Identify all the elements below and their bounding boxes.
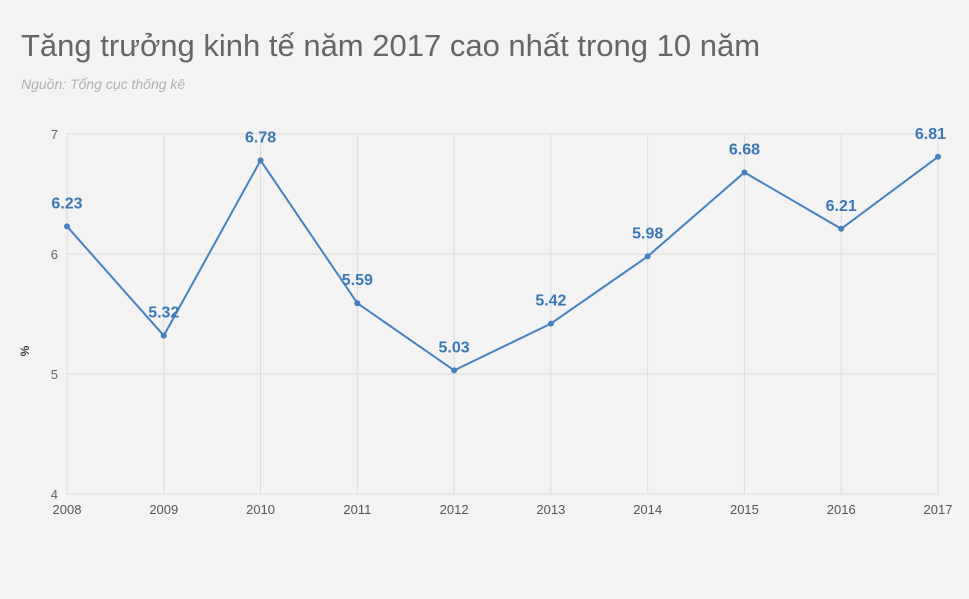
x-tick-label: 2016 — [827, 502, 856, 517]
x-tick-label: 2012 — [440, 502, 469, 517]
data-point — [547, 320, 554, 327]
data-point — [160, 332, 167, 339]
x-tick-label: 2008 — [53, 502, 82, 517]
data-label: 5.98 — [632, 225, 663, 242]
data-label: 5.03 — [439, 339, 470, 356]
chart-subtitle: Nguồn: Tổng cục thống kê — [21, 76, 186, 92]
data-point — [451, 367, 458, 374]
chart-title: Tăng trưởng kinh tế năm 2017 cao nhất tr… — [21, 28, 761, 63]
data-label: 6.68 — [729, 141, 760, 158]
y-tick-label: 7 — [51, 127, 58, 142]
x-tick-label: 2009 — [149, 502, 178, 517]
data-point — [741, 169, 748, 176]
x-tick-label: 2017 — [924, 502, 953, 517]
x-tick-label: 2015 — [730, 502, 759, 517]
data-label: 5.32 — [148, 305, 179, 322]
series-line — [66, 155, 939, 372]
data-point — [935, 153, 941, 160]
data-label: 6.81 — [915, 126, 946, 143]
data-point — [644, 253, 651, 260]
data-label: 5.59 — [342, 272, 373, 289]
x-tick-label: 2011 — [343, 502, 371, 517]
data-label: 6.21 — [826, 198, 857, 215]
y-tick-label: 6 — [51, 247, 58, 262]
data-label: 6.78 — [245, 129, 276, 146]
data-point — [257, 157, 264, 164]
y-tick-label: 5 — [51, 367, 58, 382]
y-axis-label: % — [18, 345, 32, 356]
y-tick-label: 4 — [51, 487, 58, 502]
x-tick-label: 2010 — [246, 502, 275, 517]
data-point — [64, 223, 70, 230]
data-point — [354, 300, 361, 307]
x-tick-label: 2013 — [536, 502, 565, 517]
data-label: 6.23 — [51, 195, 82, 212]
data-label: 5.42 — [535, 293, 566, 310]
x-tick-label: 2014 — [633, 502, 662, 517]
data-point — [838, 225, 845, 232]
